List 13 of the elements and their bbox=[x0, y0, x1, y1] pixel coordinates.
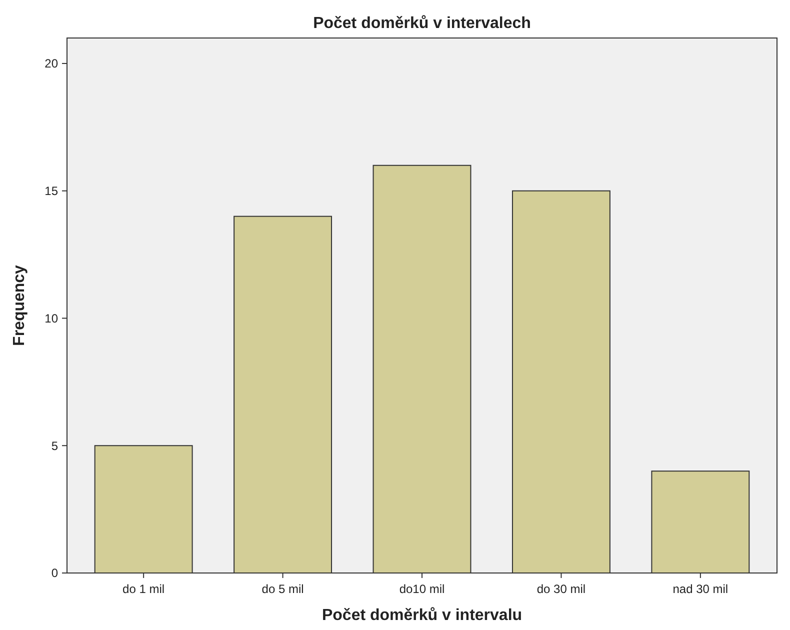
y-axis-title: Frequency bbox=[11, 264, 28, 346]
x-tick-label: do 5 mil bbox=[262, 582, 304, 596]
x-tick-label: do10 mil bbox=[399, 582, 445, 596]
y-tick-label: 15 bbox=[44, 184, 58, 198]
chart-title: Počet doměrků v intervalech bbox=[313, 15, 531, 32]
y-tick-label: 10 bbox=[44, 311, 58, 326]
y-tick-label: 20 bbox=[44, 56, 58, 71]
y-tick-label: 0 bbox=[51, 566, 58, 580]
x-tick-label: do 30 mil bbox=[536, 582, 586, 596]
y-tick-label: 5 bbox=[51, 438, 58, 453]
x-axis-title: Počet doměrků v intervalu bbox=[322, 607, 522, 624]
x-tick-label: nad 30 mil bbox=[672, 582, 728, 596]
x-tick-label: do 1 mil bbox=[122, 582, 165, 596]
